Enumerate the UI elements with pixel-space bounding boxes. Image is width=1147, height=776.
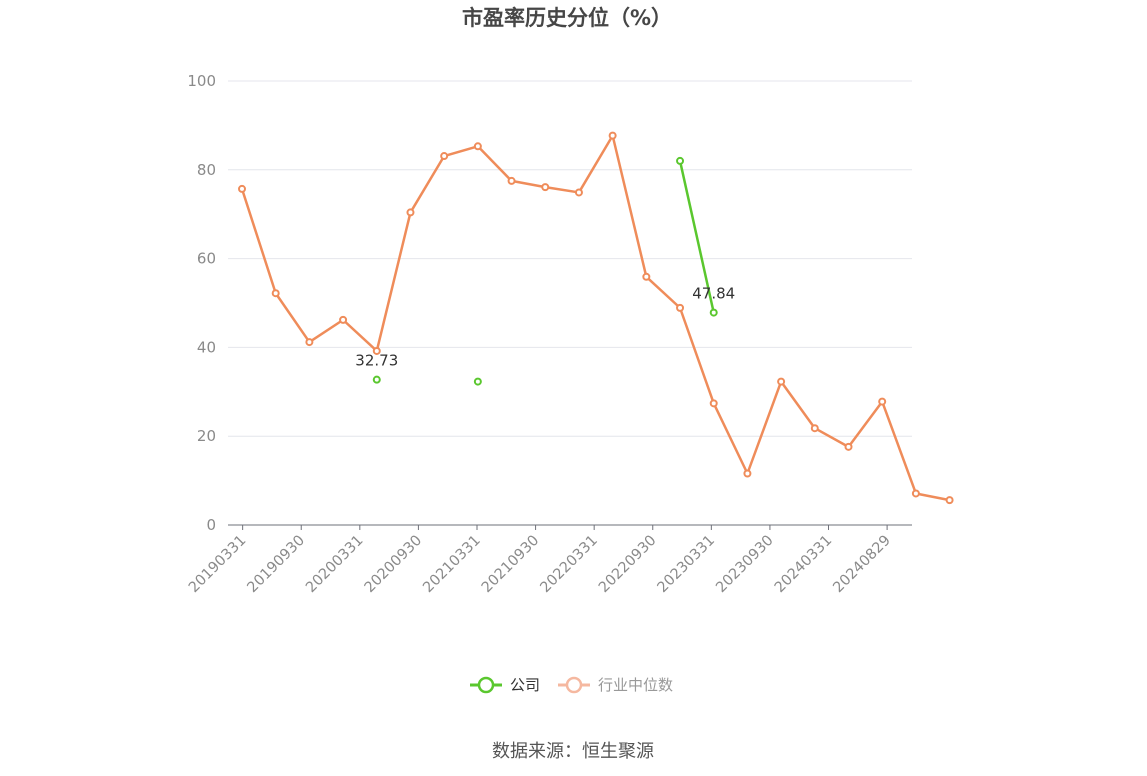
y-tick-label-100: 100 [187,72,216,90]
series-1-point-5 [406,208,415,217]
x-tick-label-11: 20240829 [830,533,894,597]
series-1-point-18 [844,442,853,451]
series-1-point-8 [507,176,516,185]
source-note: 数据来源：恒生聚源 [492,741,654,762]
legend: 公司 行业中位数 [470,676,673,694]
series-1-point-1 [271,289,280,298]
legend-industry-label: 行业中位数 [598,676,673,694]
series-1-point-14 [709,399,718,408]
series-1-point-0 [238,184,246,193]
series-1-point-7 [473,142,482,151]
series-1-point-21 [945,496,954,505]
legend-item-company[interactable]: 公司 [470,676,540,694]
series-1 [238,131,954,505]
series-1-point-15 [743,469,752,478]
y-tick-label-40: 40 [197,338,216,356]
series-0-point-14 [709,308,718,317]
y-tick-label-20: 20 [197,427,216,445]
series-1-point-13 [676,303,685,312]
x-tick-label-3: 20200930 [362,533,426,597]
series-1-point-16 [777,377,786,386]
y-tick-label-0: 0 [206,516,216,534]
x-tick-label-7: 20220930 [596,533,660,597]
series-1-point-11 [608,131,617,140]
legend-industry-marker [565,676,583,694]
x-tick-label-5: 20210930 [479,533,543,597]
series-1-point-6 [440,152,449,161]
x-tick-label-0: 20190331 [186,533,250,597]
series-0 [372,156,718,386]
series-0-line [678,160,715,313]
series-1-point-9 [541,183,550,192]
x-tick-label-4: 20210331 [420,533,484,597]
series-1-point-3 [339,315,348,324]
x-tick-label-2: 20200331 [303,533,367,597]
series-1-point-19 [878,397,887,406]
grid [228,80,912,437]
x-tick-label-9: 20230930 [713,533,777,597]
legend-company-label: 公司 [510,676,540,694]
x-tick-label-1: 20190930 [245,533,309,597]
series-1-point-17 [810,424,819,433]
y-tick-label-60: 60 [197,250,216,268]
series-0-point-4 [372,375,381,384]
series-0-point-13 [676,156,685,165]
x-tick-label-6: 20220331 [537,533,601,597]
series [238,131,954,505]
legend-company-marker [477,676,495,694]
series-1-point-20 [911,489,920,498]
series-1-point-10 [574,188,583,197]
chart-title: 市盈率历史分位（%） [462,6,672,30]
x-axis: 2019033120190930202003312020093020210331… [186,525,894,596]
series-1-point-4 [372,346,381,355]
data-label-14: 47.84 [692,285,735,303]
series-1-point-12 [642,272,651,281]
data-labels: 32.73 47.84 [355,285,735,370]
data-label-4: 32.73 [355,352,398,370]
x-tick-label-10: 20240331 [772,533,836,597]
y-tick-label-80: 80 [197,161,216,179]
series-0-point-7 [473,377,482,386]
series-1-point-2 [305,338,314,347]
legend-item-industry-median[interactable]: 行业中位数 [558,676,673,694]
y-axis: 0 20 40 60 80 100 [187,72,216,534]
x-tick-label-8: 20230331 [655,533,719,597]
series-1-line [240,134,950,502]
